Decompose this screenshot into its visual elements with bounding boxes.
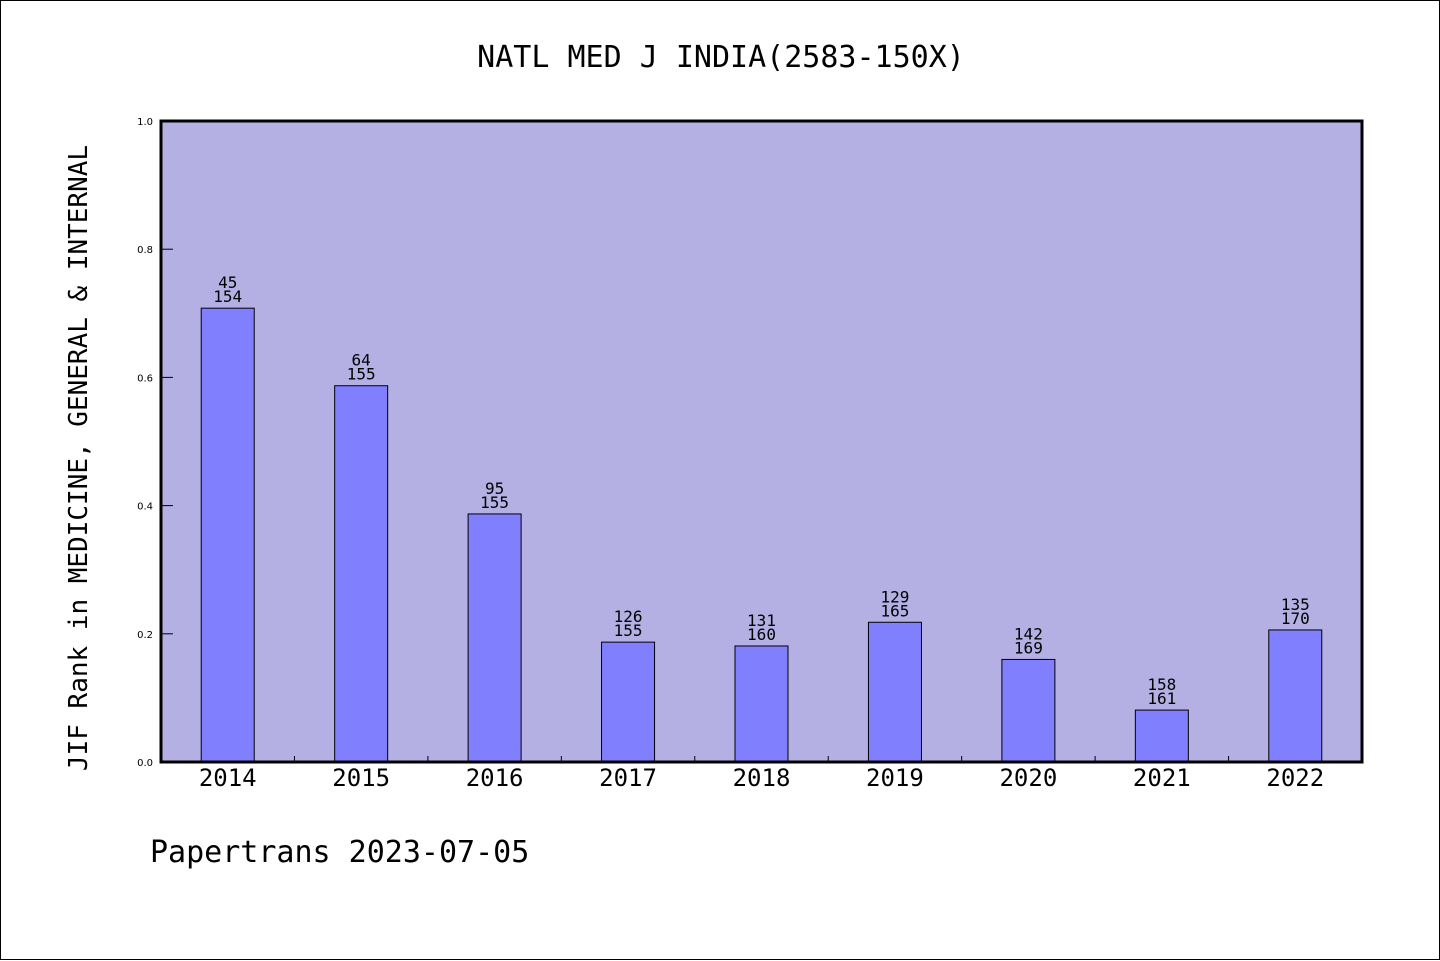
bar-rank-label: 142 <box>1014 624 1043 643</box>
bar-2019 <box>867 621 922 763</box>
x-tick-label: 2015 <box>332 764 390 792</box>
y-tick-label: 1.0 <box>137 117 153 128</box>
bar-total-label: 169 <box>1014 638 1043 657</box>
bar-total-label: 155 <box>614 621 643 640</box>
bar-2015 <box>334 385 389 763</box>
bar-rank-label: 135 <box>1281 595 1310 614</box>
bar-total-label: 154 <box>213 287 242 306</box>
x-tick-label: 2021 <box>1133 764 1191 792</box>
bar-2016 <box>467 513 522 763</box>
x-tick-label: 2018 <box>733 764 791 792</box>
x-tick-label: 2020 <box>999 764 1057 792</box>
y-tick-label: 0.0 <box>137 758 153 769</box>
x-tick-label: 2022 <box>1266 764 1324 792</box>
bar-2020 <box>1001 658 1056 763</box>
bar-rank-label: 126 <box>614 607 643 626</box>
bar-2022 <box>1268 629 1323 763</box>
data-labels: 4515464155951551261551311601291651421691… <box>213 273 1309 708</box>
x-tick-label: 2014 <box>199 764 257 792</box>
bar-2017 <box>601 641 656 763</box>
y-axis-label: JIF Rank in MEDICINE, GENERAL & INTERNAL <box>64 145 94 771</box>
bar-rank-label: 95 <box>485 479 504 498</box>
bar-rank-label: 129 <box>880 587 909 606</box>
y-tick-label: 0.8 <box>137 245 153 256</box>
bar-2018 <box>734 645 789 763</box>
bar-rank-label: 45 <box>218 273 237 292</box>
plot-frame <box>159 119 1364 764</box>
bar-total-label: 170 <box>1281 609 1310 628</box>
y-tick-label: 0.4 <box>137 502 153 513</box>
bar-2021 <box>1134 709 1189 763</box>
bar-total-label: 160 <box>747 625 776 644</box>
bar-rank-label: 158 <box>1147 675 1176 694</box>
bar-total-label: 161 <box>1147 689 1176 708</box>
x-tick-label: 2019 <box>866 764 924 792</box>
bar-rank-label: 64 <box>352 351 371 370</box>
chart-title: NATL MED J INDIA(2583-150X) <box>477 40 965 75</box>
bar-total-label: 165 <box>880 601 909 620</box>
bar-2014 <box>200 307 255 763</box>
bar-rank-label: 131 <box>747 611 776 630</box>
x-tick-label: 2017 <box>599 764 657 792</box>
x-axis-ticks: 2014 2015 2016 2017 2018 2019 2020 2021 2022 <box>199 756 1324 792</box>
y-tick-label: 0.2 <box>137 630 153 641</box>
footer-text: Papertrans 2023-07-05 <box>150 835 530 870</box>
bar-total-label: 155 <box>480 493 509 512</box>
y-tick-label: 0.6 <box>137 373 153 384</box>
bar-total-label: 155 <box>347 365 376 384</box>
bars <box>200 307 1323 763</box>
x-tick-label: 2016 <box>466 764 524 792</box>
